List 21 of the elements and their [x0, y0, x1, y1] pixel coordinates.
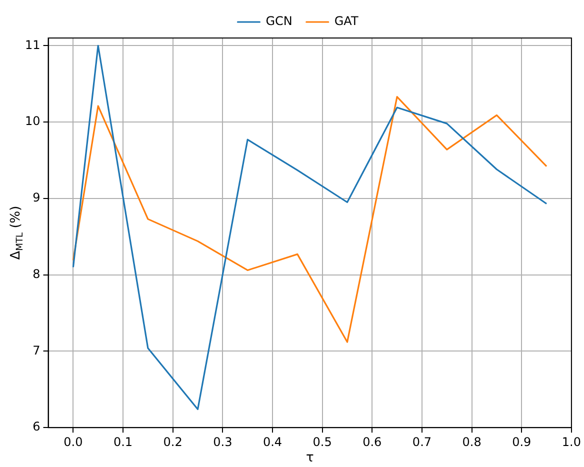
- y-tick-label: 8: [32, 266, 40, 281]
- y-tick-label: 11: [24, 38, 40, 52]
- x-tick-label: 0.8: [462, 434, 482, 449]
- y-tick-label: 6: [32, 420, 40, 434]
- x-tick-label: 0.4: [262, 434, 282, 449]
- y-tick-label: 9: [32, 190, 40, 205]
- x-tick-label: 0.2: [163, 434, 182, 449]
- x-tick-label: 0.6: [362, 434, 382, 449]
- x-axis-title: τ: [306, 450, 314, 466]
- legend-label: GCN: [266, 14, 292, 28]
- x-tick-label: 0.0: [64, 434, 83, 449]
- y-tick-label: 7: [32, 343, 40, 358]
- x-tick-label: 0.7: [412, 434, 432, 449]
- y-axis-title: ΔMTL (%): [8, 206, 26, 260]
- x-tick-label: 0.5: [312, 434, 332, 449]
- x-tick-label: 0.3: [213, 434, 232, 449]
- x-tick-label: 0.9: [512, 434, 532, 449]
- y-tick-label: 10: [24, 114, 40, 128]
- x-tick-label: 1.0: [562, 434, 582, 449]
- legend-label: GAT: [334, 14, 359, 28]
- x-tick-label: 0.1: [113, 434, 133, 449]
